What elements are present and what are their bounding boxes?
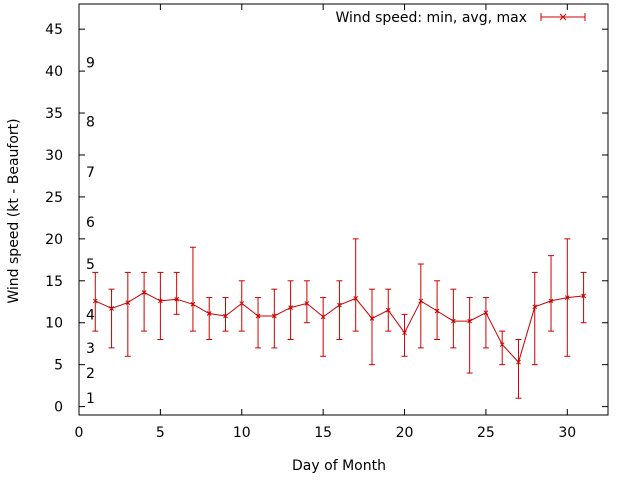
beaufort-label: 7	[86, 165, 95, 181]
legend-swatch	[540, 13, 586, 21]
x-tick-label: 20	[396, 425, 414, 441]
x-tick-label: 10	[233, 425, 251, 441]
data-point	[255, 313, 261, 319]
beaufort-labels: 1 2 3 4 5 6 7 8 9	[86, 56, 95, 408]
data-point	[223, 313, 228, 319]
data-point	[337, 302, 342, 308]
data-point	[532, 304, 538, 310]
data-point	[353, 296, 359, 301]
data-point	[158, 298, 163, 304]
data-point	[206, 311, 212, 316]
data-point	[125, 300, 131, 305]
beaufort-label: 6	[86, 215, 95, 231]
y-tick-label: 15	[45, 274, 63, 290]
data-point	[369, 316, 375, 321]
beaufort-label: 9	[86, 56, 95, 72]
data-point	[483, 310, 489, 316]
data-point	[320, 314, 326, 320]
x-tick-label: 30	[558, 425, 576, 441]
data-point	[239, 301, 245, 306]
beaufort-label: 3	[86, 341, 95, 357]
data-point	[190, 301, 196, 307]
data-point	[304, 301, 310, 306]
x-tick-label: 5	[156, 425, 165, 441]
data-point	[92, 298, 98, 304]
data-point	[141, 290, 147, 295]
plot-frame	[78, 3, 609, 416]
data-point	[516, 359, 521, 365]
data-point	[385, 307, 391, 313]
y-tick-label: 0	[54, 400, 63, 416]
y-axis-label: Wind speed (kt - Beaufort)	[6, 118, 22, 303]
data-point	[418, 298, 424, 304]
legend-label: Wind speed: min, avg, max	[335, 10, 527, 26]
data-point	[434, 308, 440, 314]
data-point	[467, 318, 472, 324]
y-tick-label: 45	[45, 22, 63, 38]
beaufort-label: 2	[86, 366, 95, 382]
data-point	[288, 305, 293, 310]
data-point	[174, 296, 180, 302]
y-tick-label: 40	[45, 64, 63, 80]
data-point	[548, 298, 554, 304]
series-layer	[92, 238, 587, 399]
x-axis-ticks: 0 5 10 15 20 25 30	[75, 4, 576, 441]
data-point	[581, 293, 586, 299]
data-point	[402, 330, 407, 336]
legend: Wind speed: min, avg, max	[335, 10, 586, 26]
y-tick-label: 20	[45, 232, 63, 248]
data-point	[271, 313, 277, 319]
beaufort-label: 5	[86, 257, 95, 273]
x-axis-label: Day of Month	[292, 458, 386, 474]
data-point	[564, 295, 570, 300]
beaufort-label: 1	[86, 391, 95, 407]
beaufort-label: 8	[86, 114, 95, 130]
x-tick-label: 15	[314, 425, 332, 441]
x-tick-label: 25	[477, 425, 495, 441]
y-tick-label: 5	[54, 358, 63, 374]
x-tick-label: 0	[75, 425, 84, 441]
y-tick-label: 10	[45, 316, 63, 332]
y-tick-label: 35	[45, 106, 63, 122]
beaufort-label: 4	[86, 307, 95, 323]
y-tick-label: 25	[45, 190, 63, 206]
data-point	[109, 306, 114, 311]
y-tick-label: 30	[45, 148, 63, 164]
data-point	[499, 342, 505, 347]
data-point	[451, 318, 456, 324]
